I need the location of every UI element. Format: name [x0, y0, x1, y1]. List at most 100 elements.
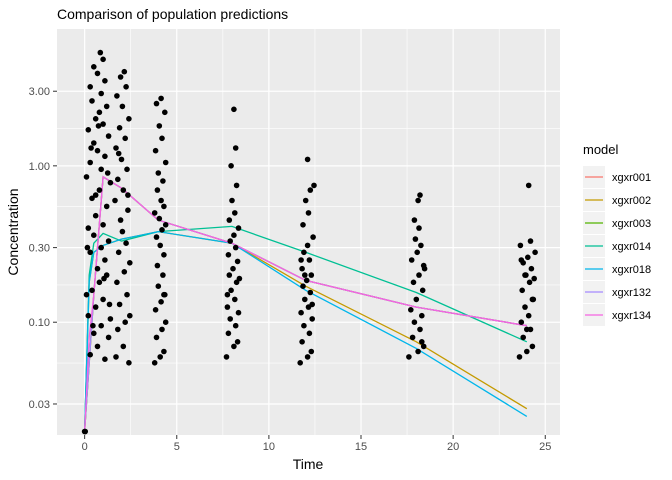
data-point: [225, 252, 232, 258]
data-point: [415, 197, 421, 204]
data-point: [92, 304, 99, 310]
data-point: [159, 135, 165, 142]
observation-points: [81, 49, 538, 435]
x-tick-label: 25: [539, 441, 551, 453]
data-point: [91, 330, 97, 337]
data-point: [120, 343, 127, 350]
data-point: [126, 360, 132, 366]
data-point: [121, 68, 128, 75]
data-point: [525, 254, 531, 261]
legend-label: xgxr002: [612, 195, 651, 207]
data-point: [105, 133, 112, 139]
data-point: [157, 354, 163, 360]
data-point: [408, 307, 414, 313]
data-point: [229, 197, 235, 204]
data-point: [414, 249, 421, 256]
data-point: [302, 197, 309, 204]
series-line-xgxr014: [83, 225, 528, 432]
data-point: [103, 103, 110, 110]
data-point: [157, 242, 163, 249]
data-point: [85, 127, 92, 133]
data-point: [123, 84, 129, 90]
data-point: [94, 265, 101, 272]
data-point: [419, 312, 425, 319]
legend-label: xgxr134: [612, 310, 651, 322]
data-point: [120, 187, 127, 193]
data-point: [95, 123, 102, 129]
plot-panel: [57, 29, 560, 435]
data-point: [87, 351, 93, 358]
data-point: [519, 287, 525, 294]
data-point: [232, 210, 238, 216]
data-point: [228, 287, 234, 294]
data-point: [89, 195, 95, 202]
data-point: [113, 145, 119, 151]
data-point: [92, 212, 99, 219]
data-point: [518, 319, 525, 326]
legend-title: model: [583, 142, 619, 157]
data-point: [235, 225, 242, 231]
data-point: [525, 182, 532, 189]
data-point: [119, 103, 126, 110]
data-point: [161, 203, 167, 210]
data-point: [531, 275, 537, 282]
data-point: [306, 330, 313, 337]
data-point: [100, 56, 106, 63]
data-point: [298, 309, 304, 316]
data-point: [101, 275, 107, 282]
data-point: [516, 354, 523, 360]
grid-minor: [57, 29, 560, 435]
data-point: [89, 287, 95, 294]
data-point: [119, 228, 126, 235]
data-point: [529, 343, 536, 350]
data-point: [162, 222, 169, 228]
data-point: [156, 123, 163, 129]
chart-title: Comparison of population predictions: [57, 6, 288, 22]
data-point: [304, 354, 311, 360]
legend-items: xgxr001 xgxr002 xgxr003 xgxr014 xgxr018 xgxr1…: [583, 166, 651, 326]
data-point: [308, 272, 315, 278]
data-point: [160, 272, 166, 278]
data-point: [527, 238, 534, 244]
data-point: [233, 182, 240, 189]
data-point: [88, 145, 94, 151]
data-point: [98, 244, 104, 251]
data-point: [232, 322, 239, 329]
data-point: [308, 348, 315, 355]
data-point: [236, 275, 243, 282]
x-axis-title: Time: [293, 456, 324, 472]
data-point: [115, 176, 121, 183]
data-point: [124, 166, 130, 173]
data-point: [300, 283, 306, 290]
x-tick-label: 10: [263, 441, 275, 453]
data-point: [161, 291, 167, 298]
data-point: [87, 84, 93, 90]
data-point: [96, 187, 103, 193]
data-point: [159, 227, 165, 233]
data-point: [153, 234, 160, 240]
data-point: [105, 334, 112, 341]
data-point: [94, 147, 101, 154]
data-point: [100, 222, 106, 228]
data-point: [98, 90, 104, 97]
legend-label: xgxr018: [612, 264, 651, 276]
y-tick-label: 3.00: [29, 86, 50, 98]
data-point: [408, 257, 415, 263]
data-point: [125, 192, 131, 198]
x-tick-label: 0: [82, 441, 88, 453]
data-point: [231, 343, 237, 350]
data-point: [226, 272, 233, 278]
data-point: [227, 238, 233, 244]
data-point: [154, 187, 161, 193]
data-point: [234, 339, 241, 345]
data-point: [107, 179, 114, 186]
legend-label: xgxr132: [612, 287, 651, 299]
data-point: [98, 166, 104, 173]
data-point: [162, 159, 169, 166]
data-point: [305, 210, 312, 216]
data-point: [92, 192, 99, 198]
data-point: [420, 343, 427, 350]
data-point: [121, 269, 128, 275]
x-axis: 0 5 10 15 20 25: [82, 435, 551, 453]
data-point: [106, 301, 113, 308]
